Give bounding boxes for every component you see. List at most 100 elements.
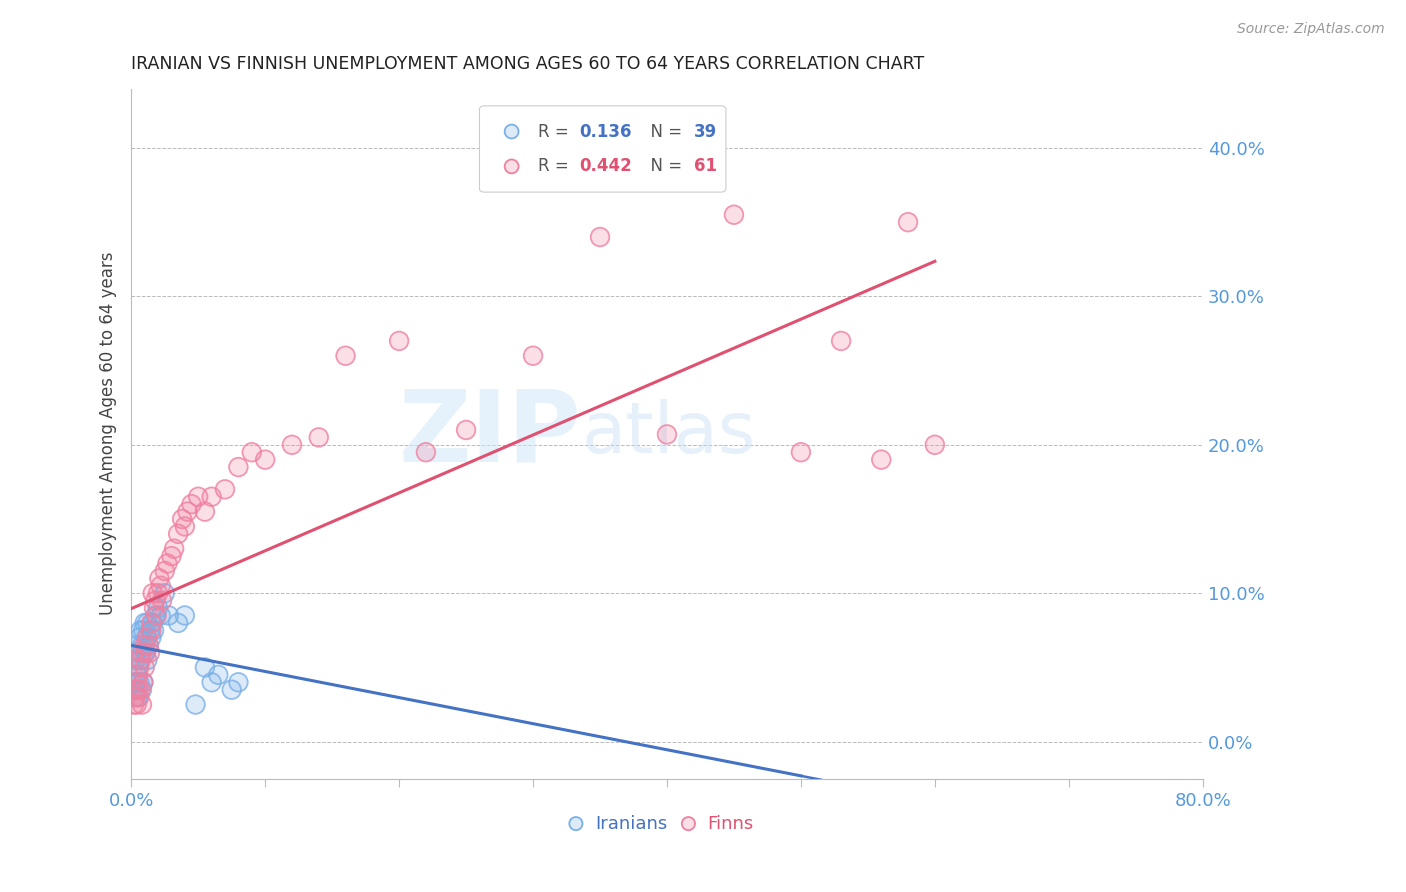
Point	[221, 682, 243, 697]
Point	[132, 675, 155, 690]
Point	[167, 526, 190, 541]
Point	[173, 608, 195, 623]
Point	[176, 505, 198, 519]
Point	[153, 564, 176, 578]
Point	[129, 682, 152, 697]
Point	[817, 831, 839, 846]
Point	[134, 646, 156, 660]
Point	[134, 660, 156, 674]
Point	[136, 615, 159, 630]
Point	[870, 452, 893, 467]
Text: R =: R =	[538, 122, 575, 141]
Point	[157, 608, 180, 623]
Text: N =: N =	[640, 157, 688, 176]
Point	[723, 208, 745, 222]
Point	[132, 675, 155, 690]
Y-axis label: Unemployment Among Ages 60 to 64 years: Unemployment Among Ages 60 to 64 years	[100, 252, 117, 615]
Point	[207, 668, 229, 682]
Point	[134, 638, 156, 652]
Point	[201, 490, 224, 504]
Point	[139, 624, 162, 638]
Point	[173, 608, 195, 623]
Point	[145, 608, 167, 623]
Point	[134, 646, 156, 660]
Point	[187, 490, 209, 504]
Point	[124, 690, 146, 705]
Point	[149, 608, 172, 623]
Point	[160, 549, 183, 563]
Point	[122, 675, 145, 690]
Point	[141, 624, 163, 638]
Point	[125, 675, 148, 690]
Point	[201, 490, 224, 504]
Point	[125, 668, 148, 682]
Point	[163, 541, 186, 556]
Point	[125, 646, 148, 660]
Point	[129, 653, 152, 667]
Point	[281, 438, 304, 452]
Point	[124, 682, 146, 697]
Point	[128, 631, 150, 645]
Point	[122, 698, 145, 712]
Point	[139, 646, 162, 660]
Point	[146, 601, 169, 615]
Point	[132, 675, 155, 690]
Point	[150, 593, 173, 607]
Point	[127, 690, 149, 705]
Point	[136, 653, 159, 667]
Point	[128, 660, 150, 674]
Point	[167, 615, 190, 630]
Point	[142, 586, 165, 600]
Point	[127, 638, 149, 652]
Point	[142, 615, 165, 630]
Point	[127, 682, 149, 697]
Point	[131, 682, 153, 697]
Point	[125, 675, 148, 690]
Point	[136, 615, 159, 630]
Point	[127, 638, 149, 652]
Point	[156, 557, 179, 571]
Point	[676, 831, 699, 846]
Point	[128, 690, 150, 705]
Point	[132, 624, 155, 638]
Point	[129, 653, 152, 667]
Point	[141, 624, 163, 638]
Point	[655, 427, 678, 442]
Point	[132, 675, 155, 690]
Point	[173, 519, 195, 533]
Point	[180, 497, 202, 511]
Text: Iranians: Iranians	[595, 814, 668, 832]
Point	[125, 698, 148, 712]
Point	[122, 698, 145, 712]
Point	[141, 615, 163, 630]
Point	[388, 334, 411, 348]
Point	[134, 615, 156, 630]
Point	[124, 682, 146, 697]
Point	[128, 660, 150, 674]
Point	[125, 698, 148, 712]
Point	[139, 646, 162, 660]
Point	[143, 601, 166, 615]
Point	[184, 698, 207, 712]
Point	[127, 682, 149, 697]
Point	[128, 690, 150, 705]
Point	[228, 460, 250, 475]
Point	[924, 438, 946, 452]
Point	[228, 460, 250, 475]
Point	[146, 586, 169, 600]
Text: Source: ZipAtlas.com: Source: ZipAtlas.com	[1237, 22, 1385, 37]
Point	[163, 541, 186, 556]
Point	[655, 427, 678, 442]
Point	[131, 638, 153, 652]
Text: IRANIAN VS FINNISH UNEMPLOYMENT AMONG AGES 60 TO 64 YEARS CORRELATION CHART: IRANIAN VS FINNISH UNEMPLOYMENT AMONG AG…	[131, 55, 925, 73]
Point	[127, 668, 149, 682]
Point	[160, 549, 183, 563]
Point	[335, 349, 357, 363]
Point	[194, 660, 217, 674]
Point	[135, 631, 157, 645]
Point	[141, 615, 163, 630]
FancyBboxPatch shape	[479, 106, 725, 192]
Point	[141, 631, 163, 645]
Point	[129, 653, 152, 667]
Point	[127, 660, 149, 674]
